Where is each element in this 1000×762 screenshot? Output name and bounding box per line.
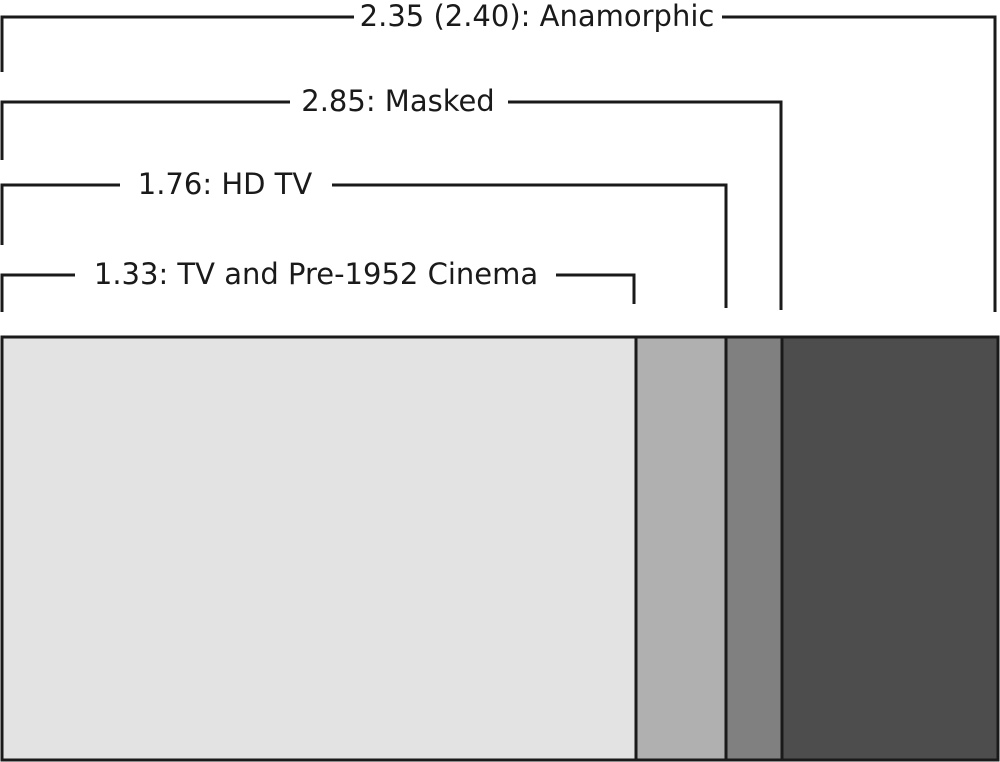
label-hdtv: 1.76: HD TV	[138, 167, 313, 201]
frame-masked	[724, 335, 784, 762]
label-masked: 2.85: Masked	[301, 84, 494, 118]
frame-1-76	[634, 335, 728, 762]
label-tv: 1.33: TV and Pre-1952 Cinema	[94, 257, 538, 291]
bracket-hdtv	[0, 183, 728, 308]
frame-anamorphic	[780, 335, 1000, 762]
bracket-masked	[0, 100, 783, 310]
bracket-anamorphic	[0, 15, 997, 312]
frame-1-33	[0, 335, 638, 762]
label-anamorphic: 2.35 (2.40): Anamorphic	[360, 0, 715, 33]
bracket-tv	[0, 273, 636, 312]
